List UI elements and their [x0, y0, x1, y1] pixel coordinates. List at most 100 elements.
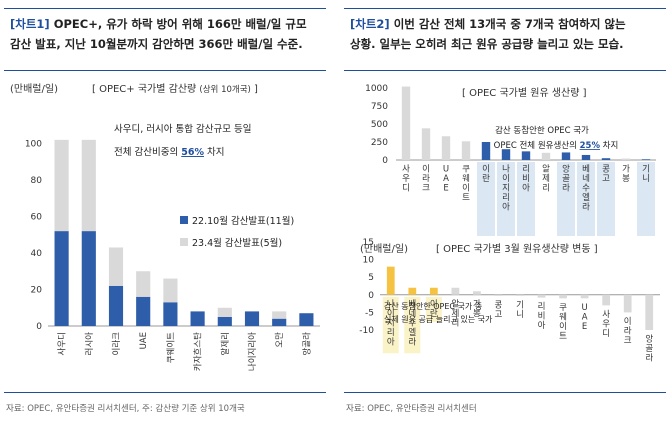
x-tick-label: 알제리 [220, 332, 231, 355]
bar-22-10-6 [217, 316, 232, 326]
y-tick-label: 60 [31, 213, 43, 223]
top-rule [344, 8, 666, 9]
title-rule [344, 70, 666, 71]
bar-10 [601, 158, 611, 160]
bottom-annotation-line-1: 감산 동참안한 OPEC 국가 중 [384, 301, 482, 311]
y-tick-label: -5 [365, 308, 374, 318]
bottom-rule [4, 392, 326, 393]
x-tick-label: 러시아 [84, 332, 95, 356]
y-tick-label: 15 [363, 238, 374, 248]
bar-10 [602, 294, 611, 306]
y-tick-label: 5 [368, 273, 374, 283]
bar-1 [408, 287, 417, 295]
bottom-x-axis-labels: 나 이 지 리 아 베 네 수 엘 라 이 란 알 제 리 가 봉 콩 고 기 니 리 비 아 쿠 웨 이 트 U A E 사 우 디 이 라 크 앙 골 라 [387, 298, 653, 363]
bar-chart-1: (만배럴/일) [ OPEC+ 국가별 감산량 (상위 10개국) ] 사우디,… [10, 82, 320, 371]
top-x-axis-labels: 사 우 디 이 라 크 U A E 쿠 웨 이 트 이 란 나 이 지 리 아 리 비 아 알 제 리 앙 골 라 베 네 수 엘 라 콩 고 가 봉 기 니 [402, 164, 650, 213]
title-line-1: OPEC+, 유가 하락 방어 위해 166만 배럴/일 규모 [49, 17, 307, 31]
bar-4 [481, 142, 491, 160]
x-tick-label: 이라크 [111, 332, 122, 356]
bottom-unit-label: (만배럴/일) [360, 242, 408, 255]
bar-6 [516, 294, 524, 296]
bar-6 [521, 151, 531, 160]
x-tick-label: 앙골라 [301, 332, 312, 356]
highlight-box [517, 162, 535, 236]
bar-23-4-8 [272, 311, 287, 319]
bar-22-10-5 [190, 311, 205, 326]
title-line-2: 상황. 일부는 오히려 최근 원유 공급량 늘리고 있는 모습. [350, 37, 624, 51]
chart-panel-2: [차트2] 이번 감산 전체 13개국 중 7개국 참여하지 않는 상황. 일부… [344, 8, 666, 393]
bar-11 [621, 158, 631, 160]
y-tick-label: 80 [31, 176, 43, 186]
highlight-box [497, 162, 515, 236]
legend: 22.10월 감산발표(11월) 23.4월 감산발표(5월) [180, 215, 294, 249]
x-tick-label: 나이지리아 [247, 332, 258, 371]
top-chart-subtitle: [ OPEC 국가별 원유 생산량 ] [462, 87, 587, 99]
top-rule [4, 8, 326, 9]
highlight-box [404, 296, 421, 354]
highlight-box [382, 296, 399, 354]
top-annotation-line-1: 감산 동참안한 OPEC 국가 [495, 125, 589, 136]
bottom-bars [386, 266, 654, 330]
bar-23-4-3 [136, 271, 151, 297]
bar-9 [580, 294, 589, 299]
y-tick-label: 750 [371, 102, 388, 112]
bar-23-4-1 [81, 139, 96, 232]
bar-8 [559, 294, 567, 299]
highlight-box [637, 162, 655, 236]
bottom-annotation-line-2: 실제 원유 공급 늘리고 있는 국가 [384, 314, 493, 324]
bar-22-10-8 [272, 318, 287, 326]
bar-3 [451, 287, 460, 295]
bottom-chart-subtitle: [ OPEC 국가별 3월 원유생산량 변동 ] [436, 243, 598, 255]
y-tick-label: 1000 [365, 84, 388, 94]
x-axis-labels: 사우디 러시아 이라크 UAE 쿠웨이트 카자흐스탄 알제리 나이지리아 오만 앙골라 [58, 332, 313, 371]
bar-9 [581, 154, 591, 160]
bar-5 [501, 149, 511, 160]
bar-23-4-4 [163, 278, 178, 303]
chart-tag: [차트2] [350, 17, 390, 31]
panel-title: [차트2] 이번 감산 전체 13개국 중 7개국 참여하지 않는 상황. 일부… [350, 14, 666, 54]
bar-4 [473, 291, 481, 295]
y-tick-label: 20 [31, 286, 43, 296]
bar-0 [401, 86, 411, 160]
highlight-box [577, 162, 595, 236]
y-tick-label: 0 [382, 156, 388, 166]
bar-23-4-0 [54, 139, 69, 232]
bar-22-10-9 [299, 313, 314, 326]
title-rule [4, 70, 326, 71]
panel-title: [차트1] OPEC+, 유가 하락 방어 위해 166만 배럴/일 규모 감산… [10, 14, 326, 54]
highlight-box [557, 162, 575, 236]
bar-23-4-2 [108, 247, 124, 286]
bar-12 [645, 294, 654, 330]
x-tick-label: 카자흐스탄 [193, 332, 204, 371]
bar-12 [641, 159, 651, 160]
bar-22-10-1 [81, 231, 96, 326]
bar-2 [441, 136, 451, 160]
x-tick-label: 사우디 [58, 332, 68, 355]
y-tick-label: 500 [371, 120, 388, 130]
chart-subtitle: [ OPEC+ 국가별 감산량 (상위 10개국) ] [92, 83, 258, 95]
legend-swatch [180, 216, 188, 224]
bar-8 [561, 152, 571, 160]
bars [54, 139, 314, 326]
title-line-2: 감산 발표, 지난 10월분까지 감안하면 366만 배럴/일 수준. [10, 37, 303, 51]
source-note-1: 자료: OPEC, 유안타증권 리서치센터, 주: 감산량 기준 상위 10개국 [6, 404, 245, 414]
